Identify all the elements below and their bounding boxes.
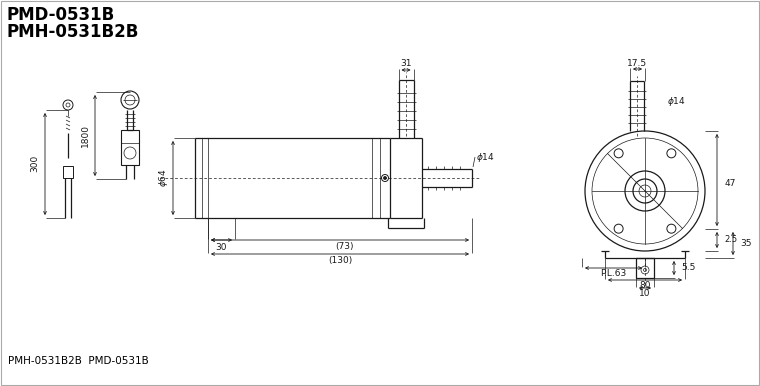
Bar bbox=[121, 130, 139, 165]
Text: 31: 31 bbox=[401, 59, 412, 68]
Bar bbox=[636, 258, 654, 278]
Text: 35: 35 bbox=[740, 239, 752, 248]
Text: (130): (130) bbox=[328, 257, 352, 266]
Text: 80: 80 bbox=[639, 281, 651, 291]
Text: 5.5: 5.5 bbox=[681, 264, 695, 273]
Circle shape bbox=[384, 177, 386, 179]
Text: 30: 30 bbox=[216, 242, 227, 252]
Text: 47: 47 bbox=[725, 178, 736, 188]
Text: $\phi$64: $\phi$64 bbox=[157, 169, 169, 188]
Text: 1800: 1800 bbox=[81, 124, 90, 147]
Text: P.L.63: P.L.63 bbox=[600, 269, 626, 279]
Text: 17.5: 17.5 bbox=[628, 59, 648, 68]
Text: 2.5: 2.5 bbox=[724, 235, 737, 244]
Text: PMD-0531B: PMD-0531B bbox=[6, 6, 114, 24]
Text: $\phi$14: $\phi$14 bbox=[476, 151, 495, 164]
Text: $\phi$14: $\phi$14 bbox=[667, 95, 686, 107]
Text: PMH-0531B2B: PMH-0531B2B bbox=[6, 23, 138, 41]
Text: 10: 10 bbox=[639, 290, 651, 298]
Text: PMH-0531B2B  PMD-0531B: PMH-0531B2B PMD-0531B bbox=[8, 356, 149, 366]
Text: (73): (73) bbox=[336, 242, 354, 252]
Bar bbox=[63, 166, 73, 178]
Text: 300: 300 bbox=[30, 154, 40, 172]
